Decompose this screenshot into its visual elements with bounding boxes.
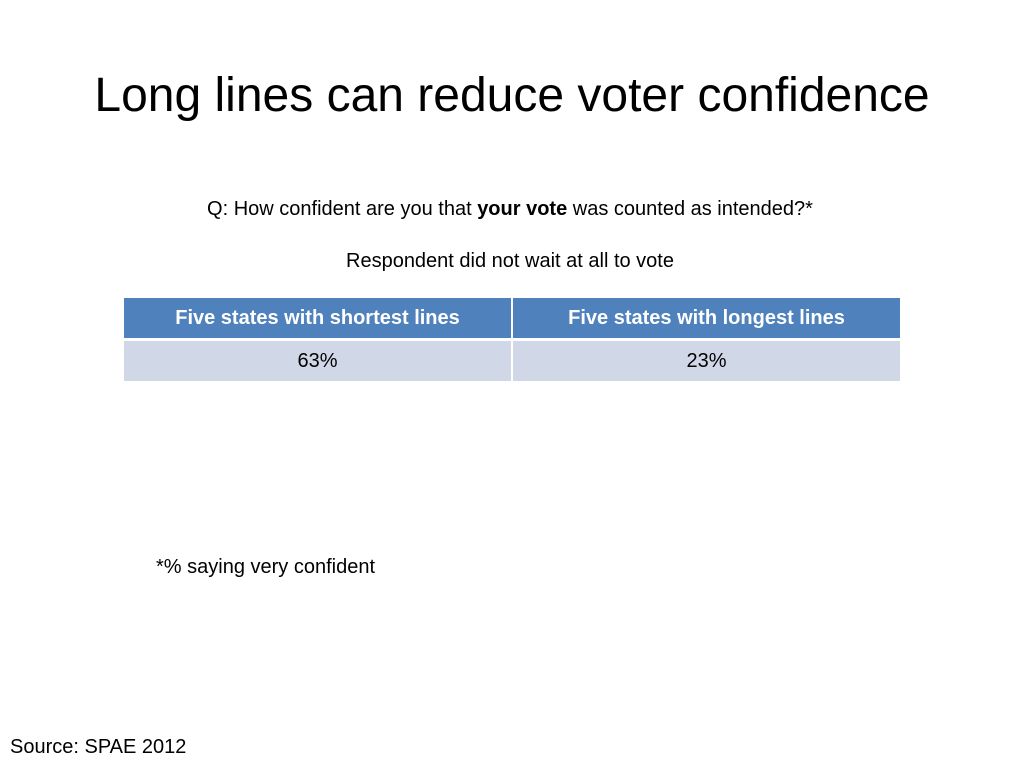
results-table: Five states with shortest lines Five sta… — [124, 298, 900, 381]
footnote: *% saying very confident — [156, 556, 376, 578]
table-header-row: Five states with shortest lines Five sta… — [124, 298, 900, 341]
question-suffix: was counted as intended?* — [567, 198, 813, 220]
results-table-container: Five states with shortest lines Five sta… — [124, 298, 900, 381]
slide-title: Long lines can reduce voter confidence — [94, 69, 930, 122]
survey-question: Q: How confident are you that your vote … — [0, 196, 1020, 222]
source-citation: Source: SPAE 2012 — [10, 736, 187, 758]
header-shortest-lines: Five states with shortest lines — [124, 298, 513, 341]
header-longest-lines: Five states with longest lines — [512, 298, 900, 341]
cell-shortest-lines-value: 63% — [124, 339, 513, 381]
respondent-condition: Respondent did not wait at all to vote — [346, 250, 674, 272]
question-prefix: Q: How confident are you that — [207, 198, 478, 220]
table-row: 63% 23% — [124, 339, 900, 381]
cell-longest-lines-value: 23% — [512, 339, 900, 381]
question-emphasis: your vote — [477, 198, 568, 220]
